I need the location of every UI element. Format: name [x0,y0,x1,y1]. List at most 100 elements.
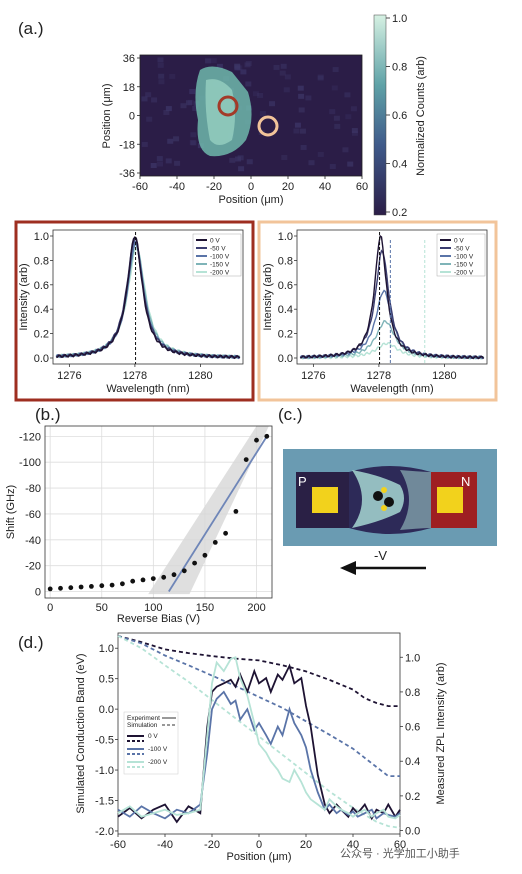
position-map [139,54,363,177]
map-noise-pixel [305,95,312,101]
map-noise-pixel [157,161,164,167]
map-ytick-label: 18 [123,82,135,94]
d-ytick-right-label: 0.0 [405,826,420,838]
map-noise-pixel [329,109,336,115]
b-axes [44,425,273,599]
map-xtick-label: 20 [282,181,294,193]
spectra-legend-label: -200 V [454,270,474,277]
map-noise-pixel [280,63,287,69]
spectra-xtick-label: 1278 [367,370,391,382]
depletion-right [400,470,431,530]
map-noise-pixel [299,128,306,134]
conduction-band-plot: -60 -40 -20 0 20 40 60 1.0 0.5 0.0 -0.5 -1.0 -1.5 -2.… [75,632,447,863]
map-noise-pixel [333,115,340,121]
map-noise-pixel [347,161,354,167]
d-xtick-label: 0 [256,839,262,851]
b-ytick-label: -120 [19,431,41,443]
spectra-legend-label: 0 V [454,238,464,245]
map-noise-pixel [158,79,165,85]
b-data-point [140,577,146,583]
b-ytick-label: -60 [25,509,41,521]
spectra-xtick-label: 1278 [123,370,147,382]
spectra-xlabel: Wavelength (nm) [106,383,189,395]
b-xtick-label: 200 [247,602,265,614]
map-xlabel: Position (μm) [218,194,283,206]
map-noise-pixel [245,60,252,66]
spectra-legend-label: 0 V [210,238,220,245]
map-noise-pixel [317,75,324,81]
map-ylabel: Position (μm) [101,83,113,148]
map-noise-pixel [317,151,324,157]
panel-c-label: (c.) [278,405,303,424]
d-ytick-right-label: 0.4 [405,756,420,768]
b-ytick-label: -20 [25,561,41,573]
map-noise-pixel [259,111,266,117]
map-marker-right [257,115,279,137]
map-noise-pixel [240,69,247,75]
device-diagram: P N [283,449,497,546]
d-experiment-line [117,656,401,820]
b-data-point [89,584,94,589]
spectra-legend-label: -150 V [454,262,474,269]
map-noise-pixel [165,106,172,112]
b-data-point [130,578,136,584]
colorbar-ticks: 1.0 0.8 0.6 0.4 0.2 [386,13,407,219]
bias-arrow-head [340,561,356,575]
d-legend-experiment-label: Experiment [127,715,160,722]
n-contact [437,487,463,513]
d-legend-box [123,711,179,775]
b-xtick-label: 0 [47,602,53,614]
spectra-xlabel: Wavelength (nm) [350,383,433,395]
map-noise-pixel [229,157,236,163]
map-noise-pixel [146,116,153,122]
d-ylabel-left: Simulated Conduction Band (eV) [75,653,87,813]
colorbar-tick-label: 1.0 [392,13,407,25]
d-ytick-left-label: -1.0 [95,765,114,777]
d-ytick-right-label: 0.6 [405,722,420,734]
spectra-xtick-label: 1276 [301,370,325,382]
b-confidence-band [148,426,269,595]
spectra-xtick-label: 1276 [57,370,81,382]
colorbar-tick-label: 0.2 [392,207,407,219]
map-noise-pixel [165,158,172,164]
d-ytick-left-label: 1.0 [99,643,114,655]
spectra-xtick-label: 1280 [188,370,212,382]
d-simulation-line [117,635,400,777]
map-noise-pixel [238,166,245,172]
map-ytick-label: -36 [119,168,135,180]
d-legend-series-label: 0 V [148,733,158,740]
b-data-point [223,530,229,536]
spectra-ytick-label: 0.8 [34,255,49,267]
map-noise-pixel [257,92,264,98]
b-data-point [47,586,53,592]
d-legend-series-label: -200 V [148,759,168,766]
d-ytick-left-label: 0.5 [99,674,114,686]
b-data-point [233,509,239,514]
spectra-left-frame [14,220,255,402]
map-ytick-label: 36 [123,53,135,65]
spectra-right-plot: 1276 1278 1280 1.0 0.8 0.6 0.4 0.2 0.0 Wavelength… [262,229,488,395]
b-ytick-label: 0 [35,587,41,599]
map-noise-pixel [300,144,307,150]
spectra-legend-label: -150 V [210,262,230,269]
defect-atom-d [381,505,387,511]
map-noise-pixel [351,128,358,134]
d-ytick-left-label: -2.0 [95,826,114,838]
map-noise-pixel [297,85,304,91]
colorbar [373,14,387,216]
b-data-point [109,582,115,588]
defect-atom-b [384,497,394,507]
d-xtick-label: 60 [394,839,406,851]
spectra-legend-label: -100 V [454,254,474,261]
p-label: P [298,474,307,489]
map-noise-pixel [246,159,253,165]
spectra-ytick-label: 0.8 [278,255,293,267]
d-xtick-label: -60 [110,839,126,851]
spectra-ylabel: Intensity (arb) [18,263,30,330]
spectra-axes [296,229,488,365]
d-simulation-line [117,635,400,707]
map-ytick-label: -18 [119,139,135,151]
b-data-point [212,540,218,545]
spectra-ytick-label: 0.6 [34,280,49,292]
